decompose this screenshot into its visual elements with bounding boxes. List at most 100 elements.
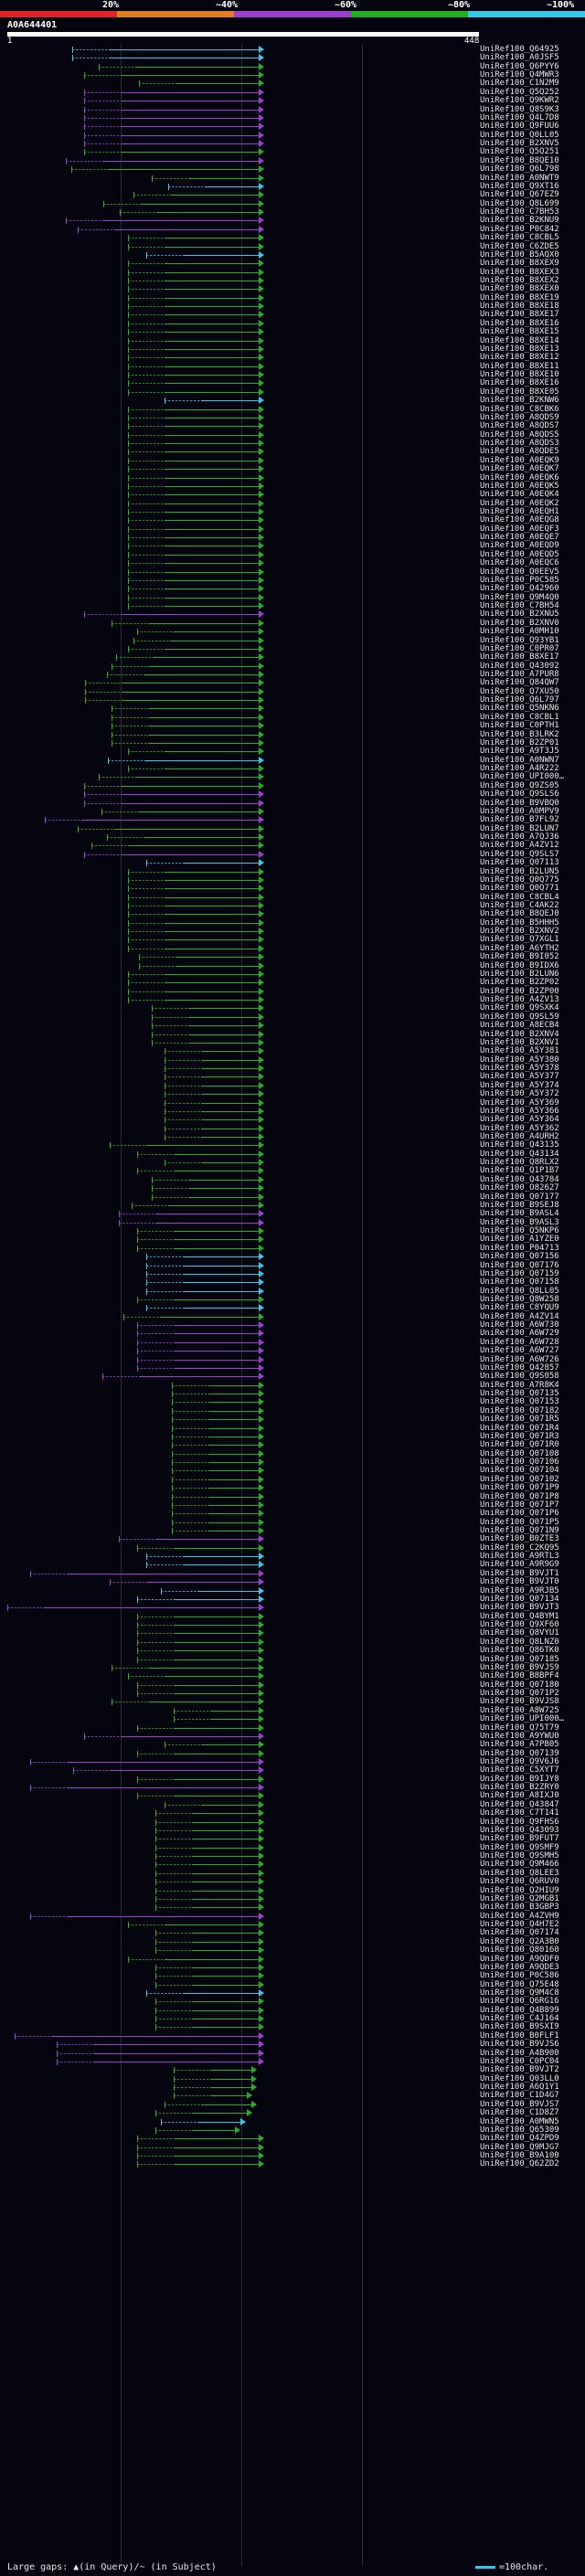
hit-alignment-line[interactable] (148, 1668, 263, 1669)
hit-label-link[interactable]: UniRef100_Q0LL05 (480, 131, 559, 140)
hit-alignment-line[interactable] (201, 1068, 263, 1069)
hit-label-link[interactable]: UniRef100_Q07177 (480, 1193, 559, 1202)
hit-alignment-line[interactable] (192, 2113, 251, 2114)
hit-label-link[interactable]: UniRef100_A8W725 (480, 1706, 559, 1715)
hit-alignment-line[interactable] (121, 854, 263, 855)
hit-alignment-line[interactable] (165, 897, 263, 898)
hit-label-link[interactable]: UniRef100_Q07156 (480, 1252, 559, 1261)
hit-alignment-line[interactable] (165, 494, 263, 495)
hit-label-link[interactable]: UniRef100_C4J164 (480, 2014, 559, 2023)
hit-alignment-line[interactable] (165, 598, 263, 599)
hit-label-link[interactable]: UniRef100_Q0EEV5 (480, 567, 559, 577)
hit-alignment-line[interactable] (176, 966, 263, 967)
hit-alignment-line[interactable] (138, 811, 263, 812)
hit-label-link[interactable]: UniRef100_A4ZV14 (480, 1312, 559, 1321)
hit-alignment-line[interactable] (155, 1539, 263, 1540)
hit-alignment-line[interactable] (183, 1291, 263, 1292)
hit-label-link[interactable]: UniRef100_A5Y377 (480, 1072, 559, 1081)
hit-label-link[interactable]: UniRef100_A6W728 (480, 1338, 559, 1347)
hit-label-link[interactable]: UniRef100_A8QDS5 (480, 430, 559, 440)
hit-label-link[interactable]: UniRef100_Q9FHS6 (480, 1818, 559, 1827)
hit-label-link[interactable]: UniRef100_A5Y378 (480, 1064, 559, 1073)
hit-label-link[interactable]: UniRef100_Q8LL05 (480, 1287, 559, 1296)
hit-label-link[interactable]: UniRef100_A4R222 (480, 764, 559, 773)
hit-alignment-line[interactable] (67, 1787, 263, 1788)
hit-label-link[interactable]: UniRef100_Q1P1B7 (480, 1166, 559, 1175)
hit-label-link[interactable]: UniRef100_Q64925 (480, 45, 559, 54)
hit-label-link[interactable]: UniRef100_P0C842 (480, 225, 559, 234)
hit-alignment-line[interactable] (135, 67, 263, 68)
hit-alignment-line[interactable] (44, 1607, 263, 1608)
hit-label-link[interactable]: UniRef100_Q43134 (480, 1150, 559, 1159)
hit-alignment-line[interactable] (174, 2156, 263, 2157)
hit-label-link[interactable]: UniRef100_Q07176 (480, 1261, 559, 1270)
hit-label-link[interactable]: UniRef100_Q7XU50 (480, 687, 559, 696)
hit-label-link[interactable]: UniRef100_Q6L797 (480, 695, 559, 705)
hit-alignment-line[interactable] (201, 1119, 263, 1120)
hit-alignment-line[interactable] (165, 366, 263, 367)
hit-label-link[interactable]: UniRef100_Q4H7E2 (480, 1920, 559, 1929)
hit-label-link[interactable]: UniRef100_Q07180 (480, 1680, 559, 1690)
hit-alignment-line[interactable] (210, 2087, 256, 2088)
hit-alignment-line[interactable] (208, 1419, 263, 1420)
hit-alignment-line[interactable] (144, 674, 263, 675)
hit-label-link[interactable]: UniRef100_C2KQ95 (480, 1543, 559, 1553)
hit-label-link[interactable]: UniRef100_Q9M4Q0 (480, 593, 559, 602)
hit-alignment-line[interactable] (108, 169, 263, 170)
hit-alignment-line[interactable] (121, 794, 263, 795)
hit-label-link[interactable]: UniRef100_B9VJT3 (480, 1603, 559, 1612)
hit-label-link[interactable]: UniRef100_Q03LL0 (480, 2074, 559, 2083)
hit-alignment-line[interactable] (148, 735, 263, 736)
hit-alignment-line[interactable] (174, 1231, 263, 1232)
hit-label-link[interactable]: UniRef100_Q4B899 (480, 2006, 559, 2015)
hit-alignment-line[interactable] (201, 1086, 263, 1087)
hit-alignment-line[interactable] (121, 92, 263, 93)
hit-alignment-line[interactable] (165, 469, 263, 470)
hit-alignment-line[interactable] (165, 306, 263, 307)
hit-alignment-line[interactable] (165, 435, 263, 436)
hit-alignment-line[interactable] (139, 1376, 263, 1377)
hit-alignment-line[interactable] (174, 1248, 263, 1249)
hit-alignment-line[interactable] (192, 1942, 263, 1943)
hit-alignment-line[interactable] (121, 75, 263, 76)
hit-alignment-line[interactable] (192, 1830, 263, 1831)
hit-label-link[interactable]: UniRef100_A9YWU0 (480, 1732, 559, 1741)
hit-alignment-line[interactable] (188, 1043, 263, 1044)
hit-alignment-line[interactable] (174, 1796, 263, 1797)
hit-label-link[interactable]: UniRef100_B3LRK2 (480, 730, 559, 739)
hit-label-link[interactable]: UniRef100_B9VJT2 (480, 2065, 559, 2074)
hit-alignment-line[interactable] (165, 247, 263, 248)
hit-alignment-line[interactable] (174, 1325, 263, 1326)
hit-alignment-line[interactable] (208, 1505, 263, 1506)
hit-alignment-line[interactable] (174, 1599, 263, 1600)
hit-alignment-line[interactable] (192, 1891, 263, 1892)
hit-alignment-line[interactable] (148, 666, 263, 667)
hit-label-link[interactable]: UniRef100_A0MH10 (480, 627, 559, 636)
hit-alignment-line[interactable] (210, 2095, 251, 2096)
hit-label-link[interactable]: UniRef100_Q4MWR3 (480, 70, 559, 80)
hit-label-link[interactable]: UniRef100_A8IXJ0 (480, 1791, 559, 1800)
hit-label-link[interactable]: UniRef100_B9SEJ8 (480, 1201, 559, 1210)
hit-alignment-line[interactable] (109, 49, 263, 50)
hit-alignment-line[interactable] (201, 2104, 256, 2105)
hit-alignment-line[interactable] (192, 2001, 263, 2002)
hit-label-link[interactable]: UniRef100_Q5NKP6 (480, 1226, 559, 1235)
hit-label-link[interactable]: UniRef100_Q2HIU9 (480, 1886, 559, 1895)
hit-label-link[interactable]: UniRef100_Q5Q251 (480, 147, 559, 156)
hit-alignment-line[interactable] (183, 1308, 263, 1309)
hit-alignment-line[interactable] (165, 1959, 263, 1960)
hit-label-link[interactable]: UniRef100_Q4ZPD9 (480, 2134, 559, 2143)
hit-alignment-line[interactable] (192, 2130, 239, 2131)
hit-label-link[interactable]: UniRef100_Q9V6J6 (480, 1757, 559, 1766)
hit-alignment-line[interactable] (208, 1454, 263, 1455)
hit-label-link[interactable]: UniRef100_C7BH54 (480, 601, 559, 610)
hit-alignment-line[interactable] (165, 392, 263, 393)
hit-label-link[interactable]: UniRef100_B9VJS7 (480, 2100, 559, 2109)
hit-label-link[interactable]: UniRef100_Q86TK0 (480, 1646, 559, 1655)
hit-alignment-line[interactable] (165, 409, 263, 410)
hit-label-link[interactable]: UniRef100_Q9XT16 (480, 182, 559, 191)
hit-label-link[interactable]: UniRef100_Q07182 (480, 1406, 559, 1415)
hit-label-link[interactable]: UniRef100_A4ZVH9 (480, 1912, 559, 1921)
hit-alignment-line[interactable] (201, 1162, 263, 1163)
hit-alignment-line[interactable] (208, 1385, 263, 1386)
